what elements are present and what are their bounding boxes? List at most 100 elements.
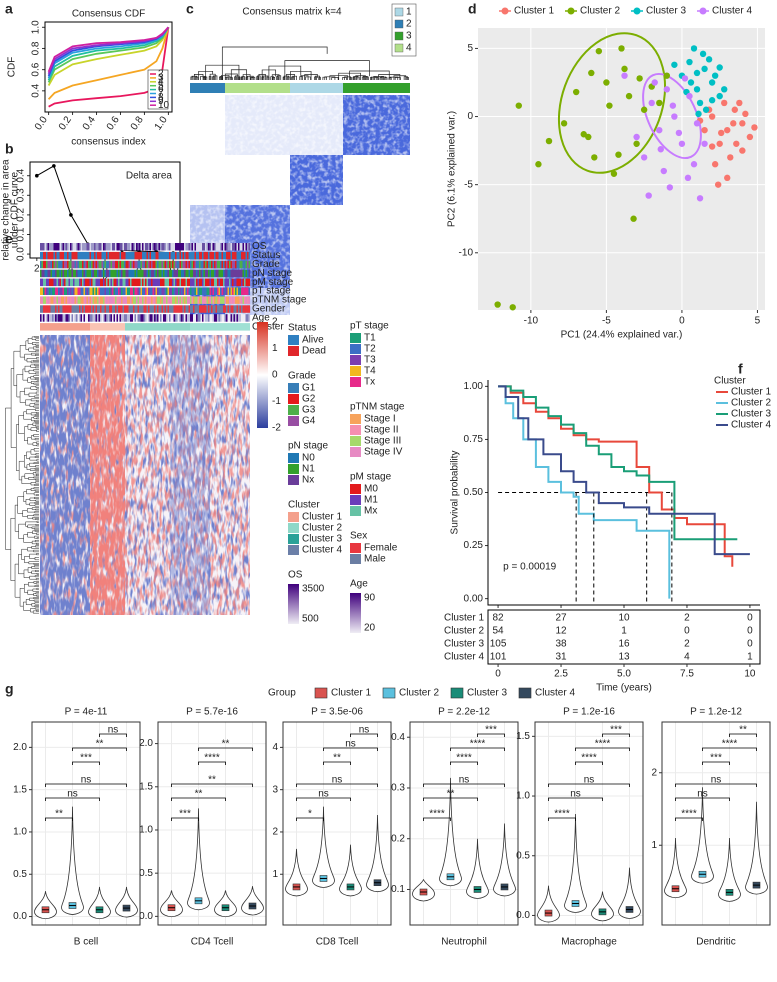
track-cell [169, 287, 171, 295]
track-cell [247, 260, 249, 269]
track-cell [52, 269, 54, 278]
track-cell [134, 278, 137, 287]
track-cell [116, 296, 119, 304]
track-cell [226, 260, 228, 269]
track-cell [149, 296, 152, 304]
track-cell [130, 269, 132, 278]
track-cell [152, 278, 155, 287]
pca-point [651, 79, 658, 86]
track-cell [178, 314, 180, 322]
track-cell [140, 287, 143, 295]
track-cell [98, 287, 101, 295]
track-cell [50, 251, 53, 260]
track-cell [184, 314, 186, 322]
track-cell [166, 243, 168, 251]
violin [366, 815, 389, 893]
track-cell [176, 305, 179, 313]
dendrogram-branch [33, 375, 39, 378]
x-tick-label: 0.6 [105, 114, 122, 132]
significance-label: ** [208, 775, 216, 786]
track-cell [125, 305, 128, 313]
track-cell [109, 269, 111, 278]
track-cell [65, 278, 68, 287]
track-cell [217, 305, 219, 313]
track-cell [224, 260, 227, 269]
pca-point [585, 133, 592, 141]
track-cell [112, 260, 114, 269]
track-cell [55, 287, 57, 295]
track-cell [154, 251, 156, 260]
track-cell [190, 243, 192, 251]
track-cell [218, 251, 221, 260]
track-cell [206, 278, 209, 287]
track-cell [172, 251, 174, 260]
track-cell [44, 314, 47, 322]
risk-count: 0 [747, 613, 753, 624]
track-cell [191, 305, 194, 313]
bracket [72, 747, 127, 751]
track-cell [100, 278, 102, 287]
track-cell [73, 260, 75, 269]
track-cell [193, 243, 195, 251]
track-cell [169, 278, 171, 287]
track-cell [230, 314, 233, 322]
track-cell [229, 314, 231, 322]
pca-point [640, 154, 648, 161]
track-cell [73, 296, 75, 304]
y-tick-label: 0.3 [16, 188, 27, 202]
track-cell [116, 251, 119, 260]
track-cell [43, 269, 45, 278]
track-cell [236, 269, 239, 278]
dendrogram-branch [33, 369, 39, 372]
track-cell [226, 305, 228, 313]
legend-title: Age [350, 579, 368, 590]
pca-point [717, 129, 725, 137]
track-cell [239, 269, 242, 278]
x-tick-label: 0.0 [33, 114, 50, 132]
track-cell [236, 243, 239, 251]
track-cell [241, 287, 243, 295]
track-cell [112, 305, 114, 313]
track-cell [242, 269, 245, 278]
legend-swatch [288, 534, 299, 544]
pca-point [640, 106, 648, 113]
track-cell [121, 305, 123, 313]
pca-point [671, 61, 678, 68]
track-cell [80, 260, 83, 269]
track-cell [127, 260, 129, 269]
track-cell [68, 305, 71, 313]
dendrogram-branch [32, 442, 37, 446]
track-cell [115, 243, 117, 251]
track-cell [232, 296, 234, 304]
track-cell [77, 305, 80, 313]
track-cell [68, 243, 71, 251]
track-cell [235, 305, 237, 313]
track-cell [82, 296, 84, 304]
legend-swatch [350, 543, 361, 553]
y-tick-label: 0.00 [464, 593, 484, 604]
track-cell [142, 251, 144, 260]
legend-label: M0 [364, 484, 378, 495]
track-cell [217, 269, 219, 278]
y-tick-label: 0.8 [31, 41, 42, 55]
track-cell [218, 287, 221, 295]
track-cell [101, 251, 104, 260]
track-cell [224, 269, 227, 278]
track-cell [86, 287, 89, 295]
track-cell [208, 287, 210, 295]
track-cell [214, 296, 216, 304]
track-cell [52, 287, 54, 295]
legend-swatch [350, 355, 361, 365]
plot-background [158, 722, 266, 925]
track-cell [181, 305, 183, 313]
pca-point [669, 102, 677, 109]
track-cell [187, 287, 189, 295]
dendrogram-branch [24, 387, 31, 396]
pca-point [716, 92, 723, 100]
track-cell [235, 314, 237, 322]
track-cell [161, 243, 164, 251]
risk-count: 0 [747, 626, 753, 637]
track-cell [212, 287, 215, 295]
track-cell [125, 278, 128, 287]
track-cell [46, 296, 48, 304]
